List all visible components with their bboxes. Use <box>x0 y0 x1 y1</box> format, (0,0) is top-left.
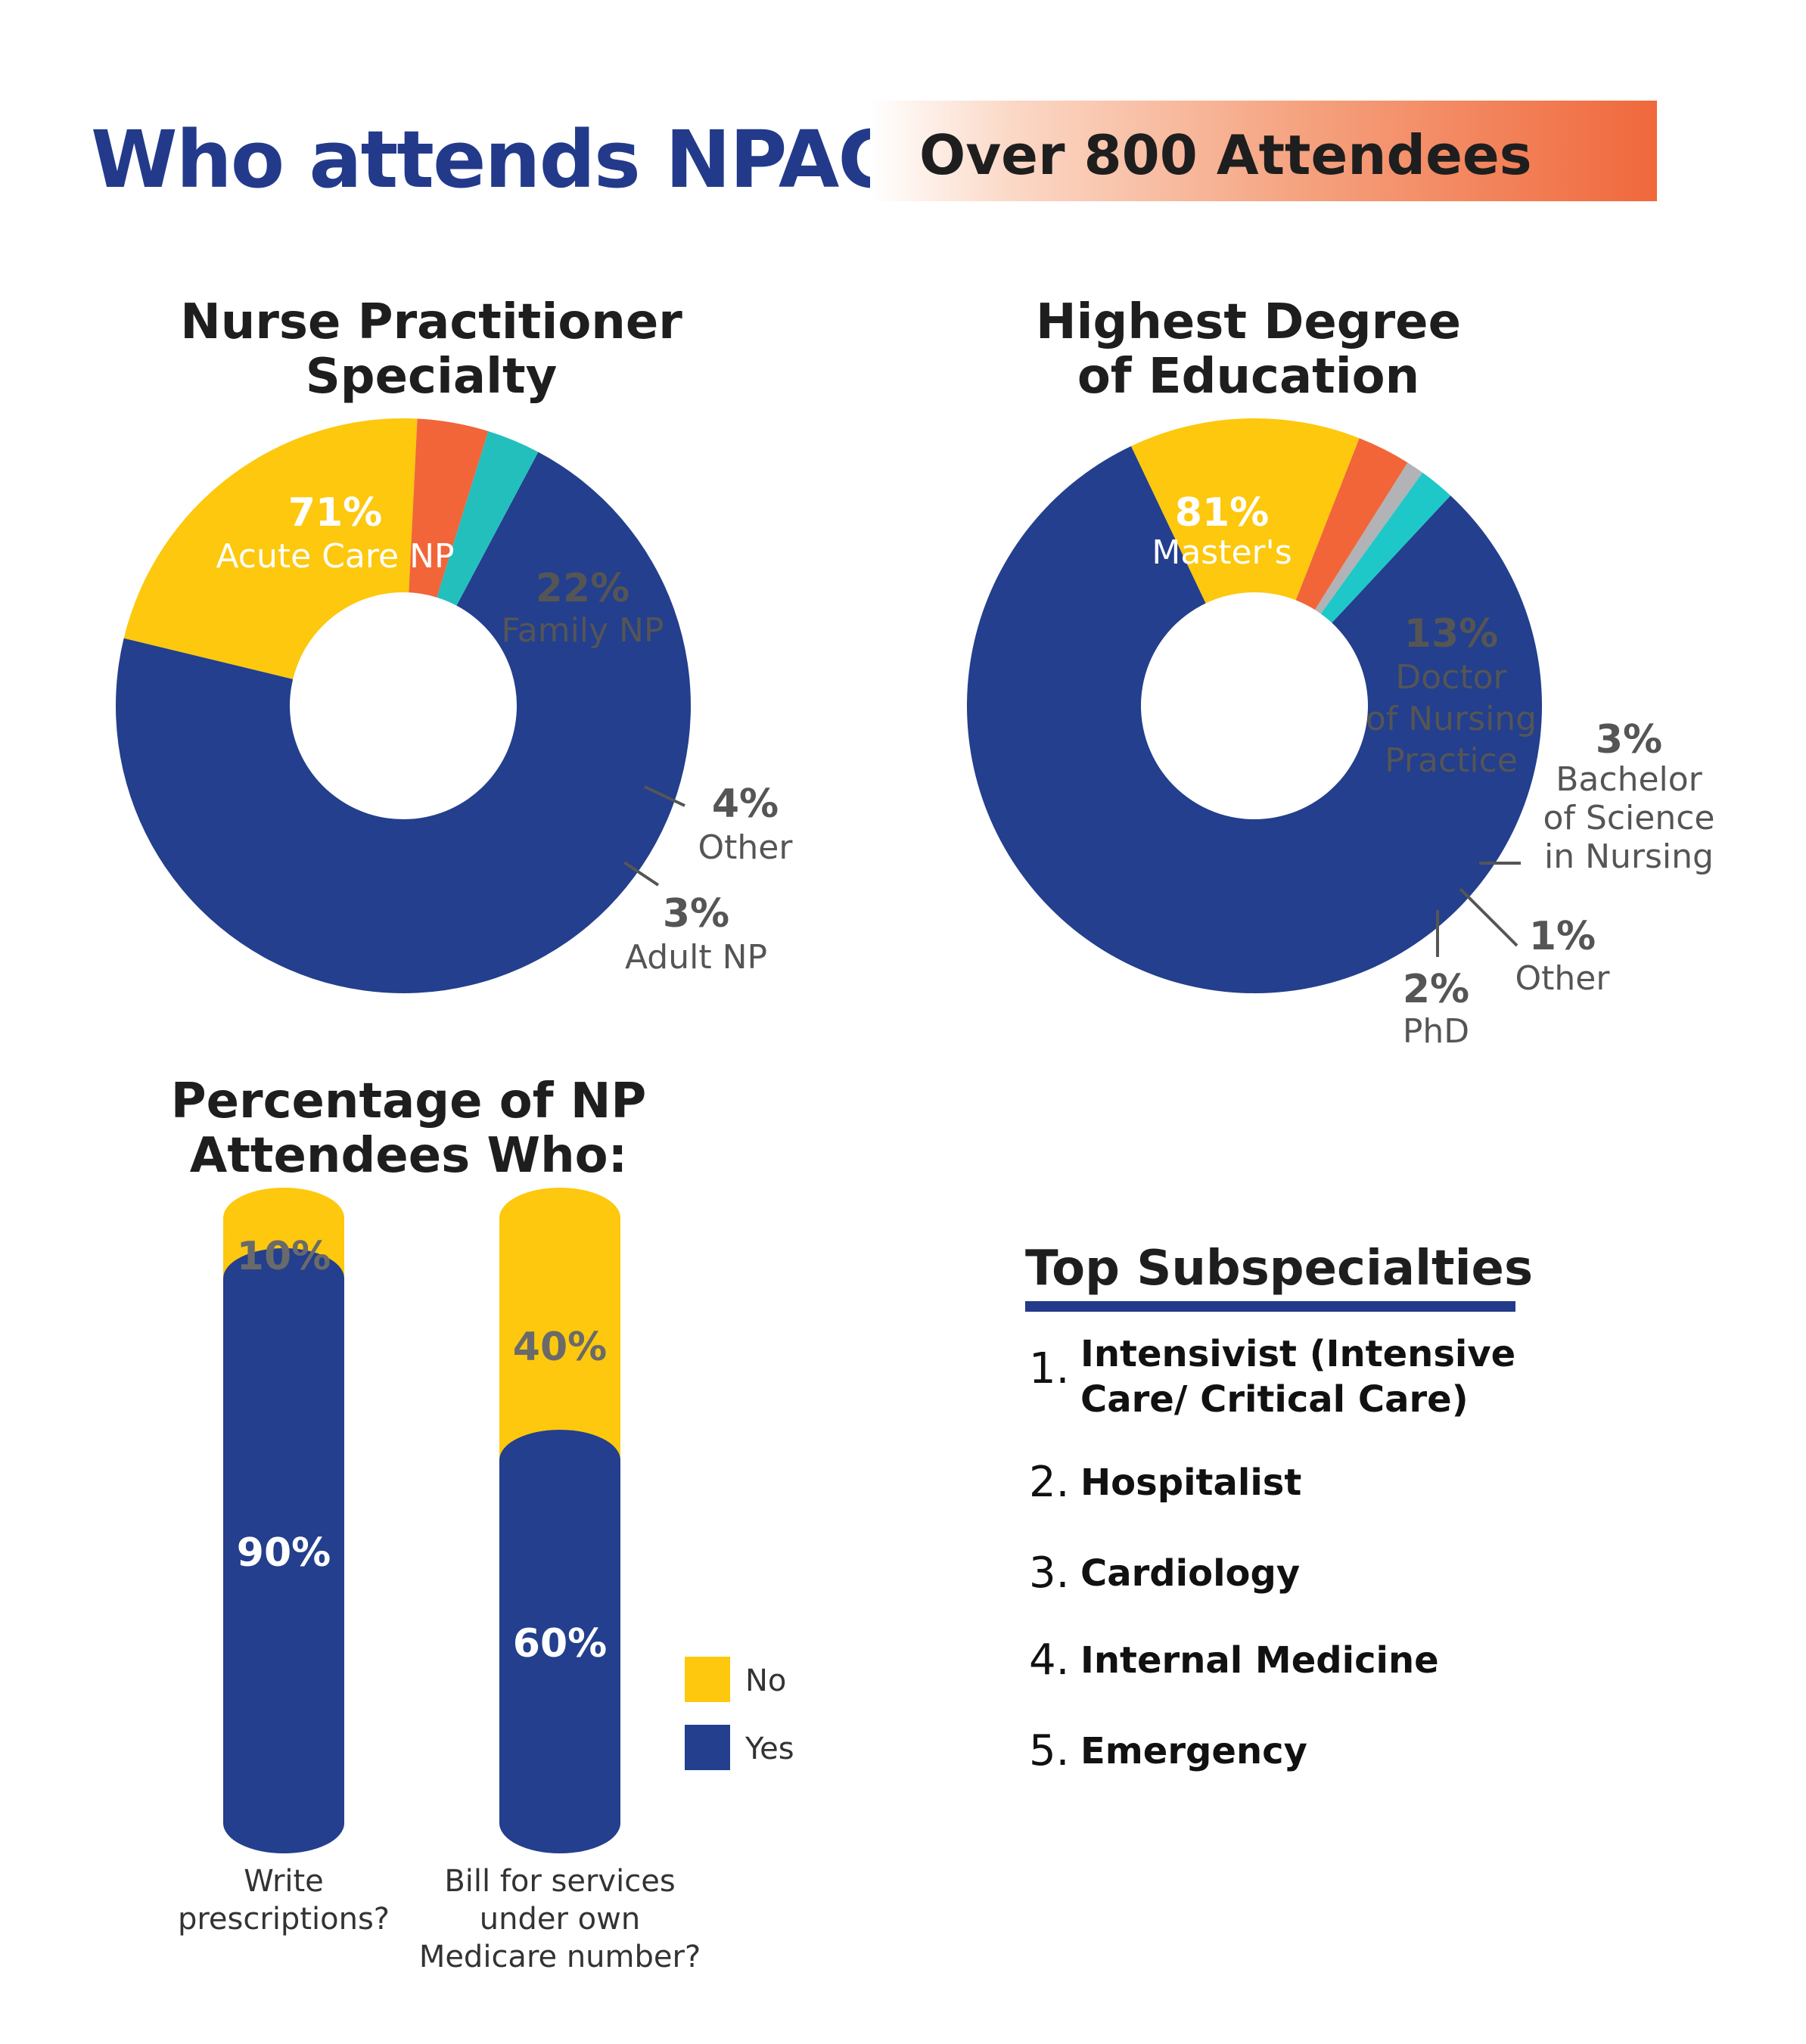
pie-data-label: 81% <box>1175 490 1269 536</box>
pie-category-label: Other <box>1515 959 1611 998</box>
bar-base <box>499 1793 620 1853</box>
bar-category-label: Bill for services <box>444 1864 675 1899</box>
subspecialty-name: Cardiology <box>1080 1552 1301 1595</box>
pie-category-label: Bachelor <box>1556 760 1702 799</box>
bar-cap <box>223 1188 344 1248</box>
bar-yes <box>223 1278 344 1823</box>
pie-data-label: 22% <box>536 566 629 611</box>
pie-data-label: 2% <box>1403 967 1469 1012</box>
leader-line <box>1459 887 1518 947</box>
pie-slice <box>437 430 539 606</box>
pie-data-label: 1% <box>1529 914 1596 959</box>
bar-category-label: Write <box>244 1864 324 1899</box>
pie-category-label: Acute Care NP <box>216 537 454 576</box>
education-chart-title: Highest Degree of Education <box>1036 294 1461 405</box>
subspecialty-name: Intensivist (Intensive Care/ Critical Ca… <box>1080 1333 1516 1421</box>
subspecialties-underline <box>1025 1301 1515 1312</box>
pie-category-label: Master's <box>1152 533 1292 572</box>
bar-category-label: Medicare number? <box>419 1940 701 1974</box>
bar-boundary-fill <box>223 1278 344 1310</box>
bar-yes <box>499 1460 620 1823</box>
legend-swatch-yes <box>685 1725 730 1770</box>
subspecialty-number: 3. <box>1029 1549 1070 1598</box>
pie-slice <box>409 418 489 598</box>
pie-slice <box>1295 438 1408 610</box>
subspecialty-name: Hospitalist <box>1080 1462 1302 1504</box>
bar-base <box>223 1793 344 1853</box>
pie-data-label: 13% <box>1404 611 1498 657</box>
subspecialty-number: 2. <box>1029 1458 1070 1507</box>
pie-data-label: 71% <box>288 490 382 536</box>
pie-category-label: Practice <box>1385 741 1518 780</box>
pie-category-label: in Nursing <box>1544 837 1714 876</box>
pie-category-label: of Science <box>1543 799 1715 837</box>
subspecialty-item: 1. Intensivist (Intensive Care/ Critical … <box>1029 1331 1625 1422</box>
pie-category-label: PhD <box>1403 1012 1469 1051</box>
subspecialty-name: Internal Medicine <box>1080 1639 1439 1682</box>
bar-no <box>499 1218 620 1460</box>
pie-slice <box>967 446 1543 993</box>
pie-data-label: 3% <box>1596 717 1662 763</box>
bar-cap <box>499 1188 620 1248</box>
pie-data-label: 4% <box>712 781 779 827</box>
pie-category-label: Other <box>698 828 794 867</box>
bar-data-label: 90% <box>237 1530 331 1576</box>
subspecialty-item: 3. Cardiology <box>1029 1551 1625 1596</box>
pie-category-label: of Nursing <box>1366 700 1537 738</box>
bar-category-label: under own <box>480 1902 640 1937</box>
pie-category-label: Family NP <box>501 611 664 650</box>
page-title: Who attends NPAC? <box>91 113 940 206</box>
leader-line <box>644 785 685 807</box>
specialty-chart-title: Nurse Practitioner Specialty <box>180 294 682 405</box>
attendees-chart-title: Percentage of NP Attendees Who: <box>170 1073 647 1184</box>
pie-slice <box>123 418 418 679</box>
subspecialty-item: 2. Hospitalist <box>1029 1460 1625 1505</box>
subspecialty-number: 4. <box>1029 1636 1070 1685</box>
subspecialty-item: 5. Emergency <box>1029 1729 1625 1774</box>
subspecialty-item: 4. Internal Medicine <box>1029 1638 1625 1683</box>
attendee-banner: Over 800 Attendees <box>870 101 1657 201</box>
pie-category-label: Adult NP <box>625 938 767 977</box>
bar-data-label: 40% <box>513 1325 607 1370</box>
pie-data-label: 3% <box>663 891 729 937</box>
legend-swatch-no <box>685 1657 730 1702</box>
pie-category-label: Doctor <box>1395 658 1507 697</box>
pie-slice <box>1320 472 1451 623</box>
legend-label: No <box>745 1663 786 1698</box>
bar-data-label: 10% <box>237 1234 331 1279</box>
leader-line <box>623 861 660 887</box>
bar-category-label: prescriptions? <box>178 1902 390 1937</box>
pie-slice <box>1131 418 1360 604</box>
subspecialties-title: Top Subspecialties <box>1025 1241 1534 1297</box>
pie-slice <box>1314 462 1423 614</box>
subspecialty-name: Emergency <box>1080 1730 1307 1772</box>
pie-slice <box>116 452 691 993</box>
legend-label: Yes <box>744 1732 794 1766</box>
subspecialty-number: 1. <box>1029 1344 1070 1393</box>
attendee-count: Over 800 Attendees <box>919 123 1532 187</box>
bar-data-label: 60% <box>513 1621 607 1667</box>
subspecialty-number: 5. <box>1029 1726 1070 1775</box>
bar-boundary-fill <box>499 1460 620 1492</box>
